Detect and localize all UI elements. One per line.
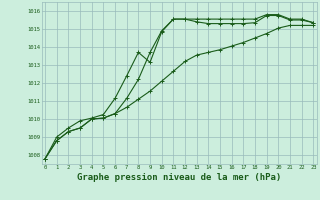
- X-axis label: Graphe pression niveau de la mer (hPa): Graphe pression niveau de la mer (hPa): [77, 173, 281, 182]
